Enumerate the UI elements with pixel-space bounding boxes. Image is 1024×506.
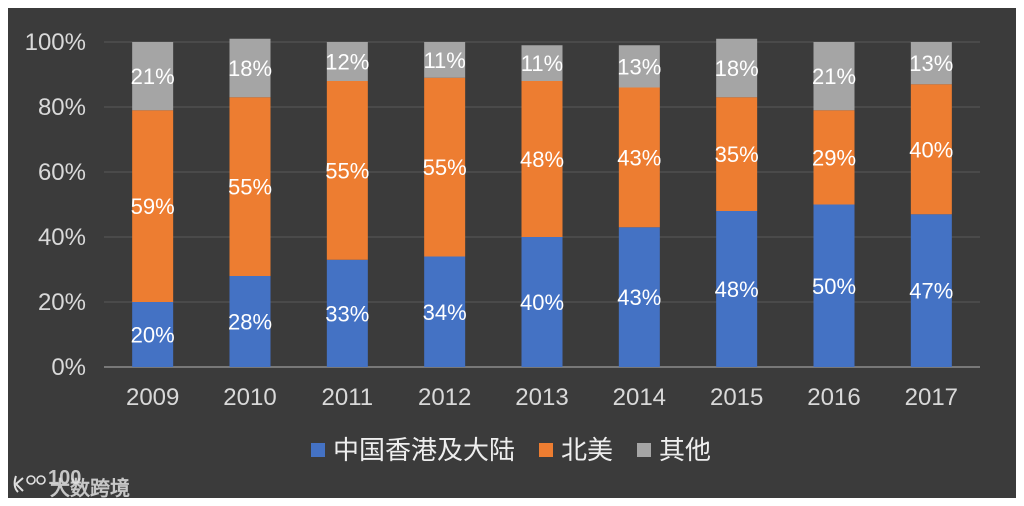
- y-tick-label: 0%: [51, 354, 86, 381]
- data-label: 11%: [423, 48, 465, 73]
- legend-label: 其他: [659, 435, 711, 465]
- bar-segment: [229, 38, 271, 98]
- data-label: 55%: [228, 175, 272, 200]
- data-label: 59%: [131, 194, 175, 219]
- x-tick-label: 2009: [126, 384, 179, 411]
- data-label: 33%: [325, 301, 369, 326]
- data-label: 11%: [521, 51, 563, 76]
- data-label: 29%: [812, 145, 856, 170]
- data-label: 21%: [131, 64, 175, 89]
- y-axis-ticks: 0% 20% 40% 60% 80% 100%: [25, 29, 86, 381]
- y-tick-label: 20%: [38, 289, 86, 316]
- bar-segment: [910, 214, 952, 367]
- bar-segment: [229, 97, 271, 276]
- x-tick-label: 2010: [223, 384, 276, 411]
- bar-segment: [910, 84, 952, 215]
- watermark-logo-icon: 100: [13, 467, 81, 493]
- y-tick-label: 40%: [38, 224, 86, 251]
- data-label: 28%: [228, 310, 272, 335]
- data-label: 13%: [909, 51, 953, 76]
- bar-segment: [424, 256, 466, 367]
- bar-segment: [424, 42, 466, 78]
- legend-swatch: [637, 443, 651, 457]
- y-tick-label: 80%: [38, 94, 86, 121]
- x-axis-ticks: 2009 2010 2011 2012 2013 2014 2015 2016 2017: [126, 384, 958, 411]
- data-label: 21%: [812, 64, 856, 89]
- data-label: 43%: [617, 145, 661, 170]
- x-tick-label: 2012: [418, 384, 471, 411]
- stacked-bar-chart: 0% 20% 40% 60% 80% 100% 20% 59% 21% 28% 55% 18% 33%…: [13, 29, 980, 500]
- bar-segment: [521, 237, 563, 367]
- watermark-text: 大数跨境: [50, 476, 130, 498]
- data-label: 40%: [520, 290, 564, 315]
- data-label: 13%: [617, 54, 661, 79]
- bar-segment: [521, 45, 563, 81]
- bar-segment: [229, 276, 271, 367]
- legend-label: 中国香港及大陆: [333, 435, 515, 465]
- x-tick-label: 2015: [710, 384, 763, 411]
- bar-segment: [132, 110, 174, 302]
- data-label: 20%: [131, 323, 175, 348]
- legend-label: 北美: [561, 435, 613, 465]
- data-label: 18%: [715, 56, 759, 81]
- bar-segment: [910, 42, 952, 85]
- bar-segment: [618, 45, 660, 88]
- x-tick-label: 2016: [807, 384, 860, 411]
- bar-segment: [813, 42, 855, 111]
- bars: 20% 59% 21% 28% 55% 18% 33% 55% 12% 34% 55% 11% 40% 4…: [131, 38, 953, 367]
- bar-segment: [813, 110, 855, 205]
- bar-segment: [618, 87, 660, 228]
- watermark-logo-text: 100: [48, 467, 81, 489]
- bar-segment: [618, 227, 660, 367]
- data-label: 50%: [812, 274, 856, 299]
- data-label: 55%: [325, 158, 369, 183]
- bar-segment: [716, 97, 758, 211]
- bar-segment: [326, 81, 368, 260]
- x-tick-label: 2011: [322, 384, 374, 411]
- data-label: 48%: [520, 147, 564, 172]
- bar-segment: [424, 77, 466, 257]
- y-tick-label: 100%: [25, 29, 86, 56]
- bar-segment: [326, 42, 368, 81]
- legend-swatch: [311, 443, 325, 457]
- data-label: 43%: [617, 285, 661, 310]
- bar-segment: [716, 38, 758, 98]
- x-tick-label: 2017: [905, 384, 958, 411]
- data-label: 35%: [715, 142, 759, 167]
- data-label: 34%: [423, 300, 467, 325]
- legend: 中国香港及大陆 北美 其他: [311, 435, 711, 465]
- data-label: 18%: [228, 56, 272, 81]
- watermark: 100 大数跨境: [13, 467, 130, 500]
- bar-segment: [716, 211, 758, 367]
- y-tick-label: 60%: [38, 159, 86, 186]
- data-label: 47%: [909, 279, 953, 304]
- data-label: 55%: [423, 155, 467, 180]
- bar-segment: [326, 259, 368, 367]
- bar-segment: [813, 204, 855, 367]
- bar-segment: [132, 302, 174, 367]
- data-label: 12%: [325, 50, 369, 75]
- x-tick-label: 2013: [515, 384, 568, 411]
- legend-swatch: [539, 443, 553, 457]
- bar-segment: [521, 81, 563, 237]
- x-tick-label: 2014: [613, 384, 666, 411]
- bar-segment: [132, 42, 174, 111]
- chart-frame: 0% 20% 40% 60% 80% 100% 20% 59% 21% 28% 55% 18% 33%…: [8, 8, 1016, 500]
- data-label: 48%: [715, 277, 759, 302]
- data-label: 40%: [909, 137, 953, 162]
